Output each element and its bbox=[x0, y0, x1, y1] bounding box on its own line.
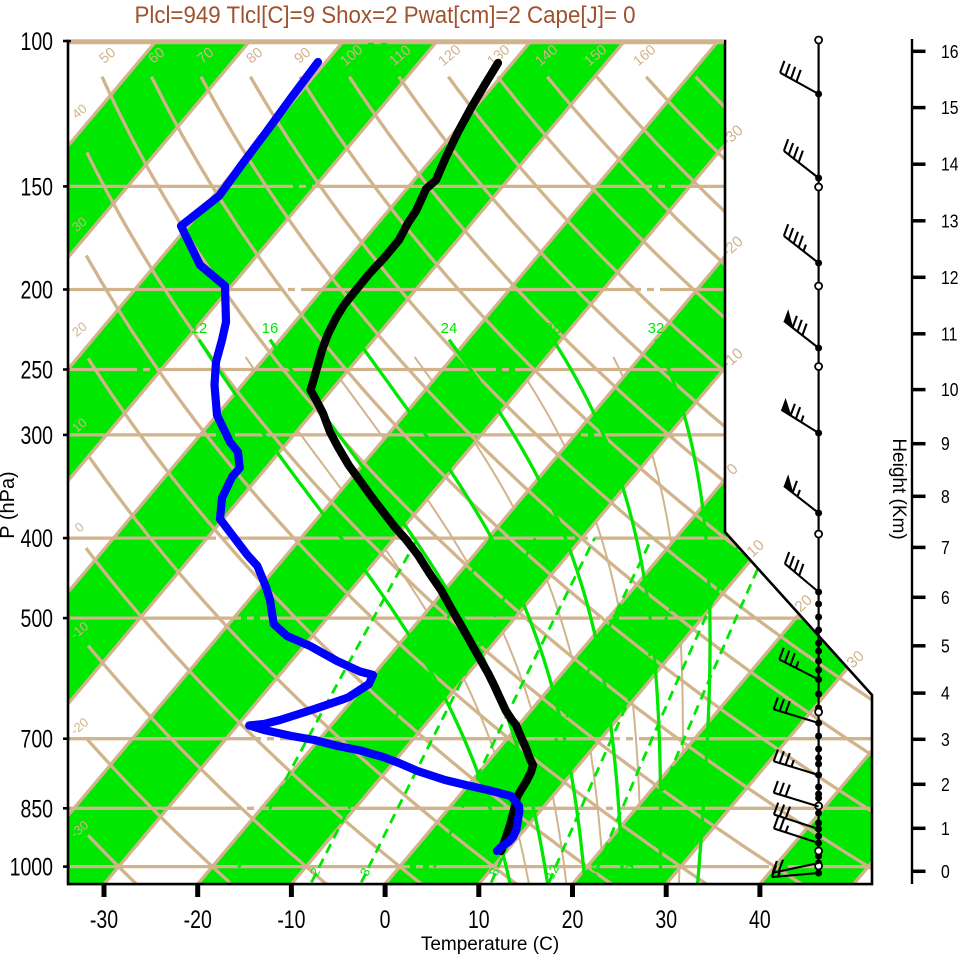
svg-text:400: 400 bbox=[20, 525, 53, 553]
svg-text:10: 10 bbox=[468, 906, 490, 934]
svg-text:12: 12 bbox=[191, 320, 208, 337]
svg-text:9: 9 bbox=[941, 433, 950, 455]
svg-text:15: 15 bbox=[941, 97, 958, 119]
svg-text:0: 0 bbox=[380, 906, 391, 934]
svg-text:300: 300 bbox=[20, 422, 53, 450]
svg-text:P (hPa): P (hPa) bbox=[0, 471, 19, 538]
svg-text:20: 20 bbox=[562, 906, 584, 934]
svg-text:20: 20 bbox=[349, 320, 366, 337]
svg-text:6: 6 bbox=[941, 587, 950, 609]
svg-text:14: 14 bbox=[941, 153, 959, 175]
svg-text:13: 13 bbox=[941, 210, 958, 232]
svg-text:700: 700 bbox=[20, 725, 53, 753]
svg-text:200: 200 bbox=[20, 276, 53, 304]
svg-text:7: 7 bbox=[941, 537, 950, 559]
svg-text:8: 8 bbox=[941, 486, 950, 508]
svg-text:30: 30 bbox=[655, 906, 677, 934]
svg-text:5: 5 bbox=[941, 635, 950, 657]
svg-text:40: 40 bbox=[749, 906, 771, 934]
svg-text:12: 12 bbox=[941, 267, 958, 289]
svg-text:4: 4 bbox=[941, 682, 950, 704]
svg-text:-20: -20 bbox=[184, 906, 212, 934]
svg-text:28: 28 bbox=[545, 320, 562, 337]
svg-text:-30: -30 bbox=[90, 906, 118, 934]
svg-text:32: 32 bbox=[648, 320, 665, 337]
svg-text:500: 500 bbox=[20, 605, 53, 633]
svg-text:250: 250 bbox=[20, 356, 53, 384]
svg-text:2: 2 bbox=[941, 774, 950, 796]
svg-text:1000: 1000 bbox=[10, 853, 53, 881]
svg-text:Height (Km): Height (Km) bbox=[888, 438, 909, 539]
svg-text:150: 150 bbox=[20, 173, 53, 201]
svg-text:3: 3 bbox=[941, 729, 950, 751]
svg-text:10: 10 bbox=[941, 379, 958, 401]
svg-text:0: 0 bbox=[941, 861, 950, 883]
svg-text:16: 16 bbox=[941, 41, 958, 63]
svg-text:16: 16 bbox=[262, 320, 279, 337]
svg-text:24: 24 bbox=[441, 320, 458, 337]
svg-text:-10: -10 bbox=[277, 906, 305, 934]
svg-text:1: 1 bbox=[941, 818, 950, 840]
svg-text:Plcl=949 Tlcl[C]=9 Shox=2 Pwat: Plcl=949 Tlcl[C]=9 Shox=2 Pwat[cm]=2 Cap… bbox=[134, 1, 635, 28]
svg-text:Temperature (C): Temperature (C) bbox=[421, 934, 559, 955]
svg-text:11: 11 bbox=[941, 323, 957, 345]
svg-text:850: 850 bbox=[20, 795, 53, 823]
svg-text:100: 100 bbox=[20, 28, 53, 56]
